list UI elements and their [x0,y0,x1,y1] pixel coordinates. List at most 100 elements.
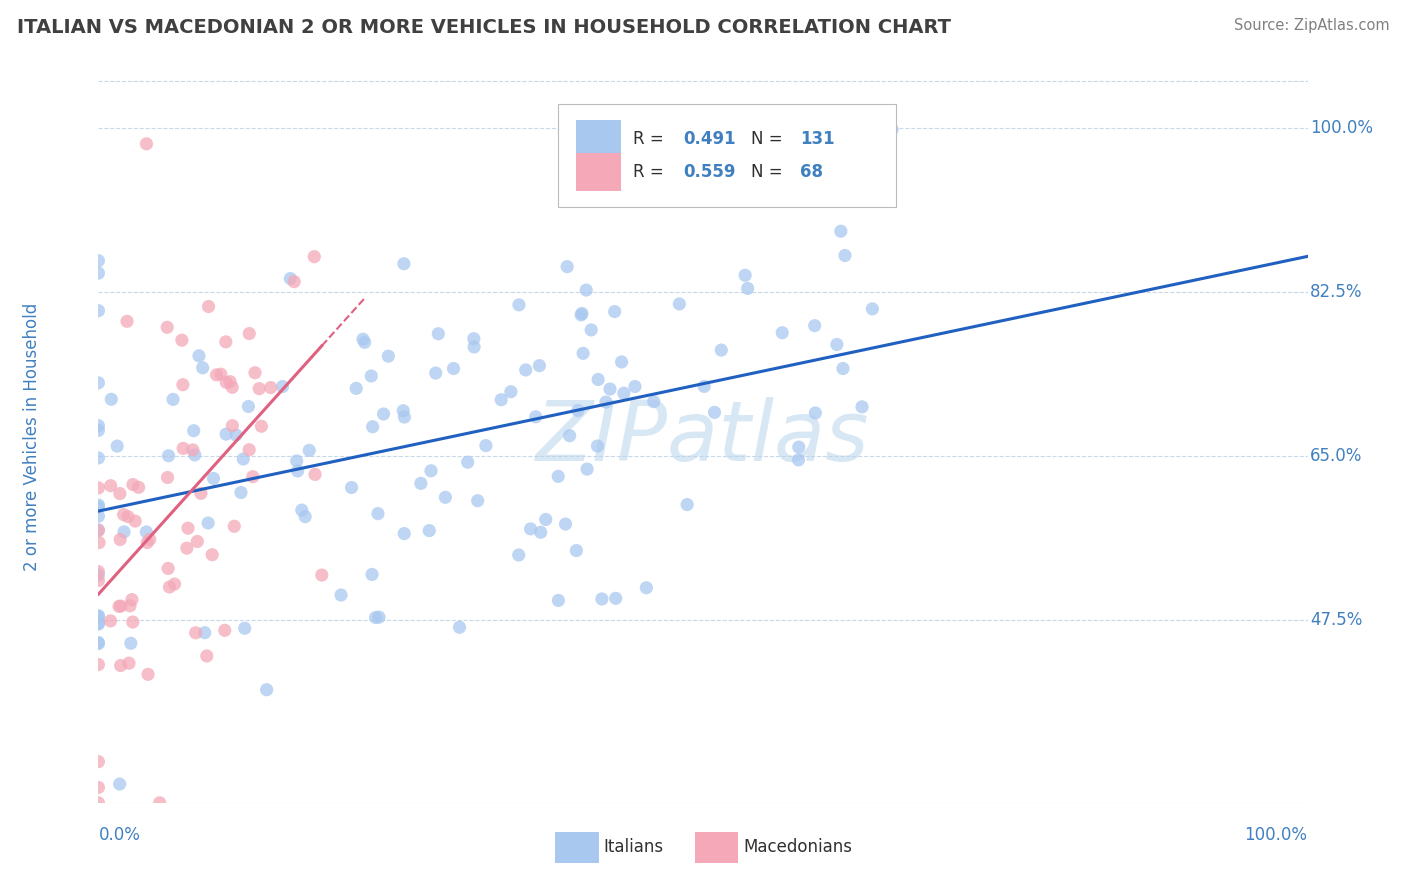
Point [136,667,159,681]
Point [547,469,569,483]
Point [567,403,589,417]
Point [87,450,110,465]
Point [242,469,264,483]
Point [128,480,150,494]
Point [367,507,389,521]
Point [156,320,179,334]
Text: 131: 131 [800,129,834,148]
Point [177,521,200,535]
Point [238,442,260,457]
Point [87,423,110,437]
Point [519,522,541,536]
Point [271,379,294,393]
Point [508,298,530,312]
Point [409,476,432,491]
Point [108,777,131,791]
Point [555,260,578,274]
Point [586,372,609,386]
FancyBboxPatch shape [558,104,897,207]
Text: Italians: Italians [603,838,664,856]
Point [110,658,132,673]
Point [112,524,135,539]
Text: 0.559: 0.559 [683,163,737,181]
Point [352,332,374,346]
Text: 0.491: 0.491 [683,129,737,148]
Point [139,533,162,547]
Point [195,648,218,663]
Point [703,405,725,419]
Point [668,297,690,311]
Point [377,349,399,363]
Point [87,637,110,651]
Text: R =: R = [633,163,669,181]
Point [737,281,759,295]
Point [825,337,848,351]
Point [87,657,110,672]
Point [803,318,825,333]
Point [610,355,633,369]
Point [108,533,131,547]
Point [860,301,883,316]
Point [172,377,194,392]
Point [340,481,363,495]
Point [425,366,447,380]
Point [643,394,665,409]
Point [294,509,316,524]
Point [427,326,450,341]
Point [787,453,810,467]
Point [571,306,593,320]
Point [463,332,485,346]
Point [361,419,384,434]
Point [87,565,110,579]
Point [110,599,132,613]
Point [100,392,122,407]
Point [569,308,592,322]
Text: N =: N = [751,163,789,181]
Point [605,591,627,606]
Point [224,519,246,533]
Point [250,419,273,434]
Point [87,755,110,769]
Text: R =: R = [633,129,669,148]
Point [364,610,387,624]
Point [122,477,145,491]
Point [499,384,522,399]
Point [149,796,172,810]
Text: 0.0%: 0.0% [98,826,141,844]
Text: Source: ZipAtlas.com: Source: ZipAtlas.com [1233,18,1389,33]
Point [515,363,537,377]
Point [87,608,110,623]
Point [87,418,110,433]
Point [787,440,810,454]
Point [100,478,122,492]
Point [524,409,547,424]
Point [434,490,457,504]
Point [135,524,157,539]
Point [87,617,110,632]
Point [183,424,205,438]
Point [209,368,232,382]
Point [136,535,159,549]
Point [108,486,131,500]
Point [197,300,219,314]
Point [361,567,384,582]
Point [579,323,602,337]
Point [162,392,184,407]
Text: 68: 68 [800,163,823,181]
Point [392,526,415,541]
Point [157,449,180,463]
Text: 2 or more Vehicles in Household: 2 or more Vehicles in Household [22,303,41,571]
Point [467,493,489,508]
Point [287,464,309,478]
Point [392,403,415,417]
Point [832,361,855,376]
Point [304,467,326,482]
Point [260,380,283,394]
Point [599,382,621,396]
Point [576,462,599,476]
Point [298,443,321,458]
Point [115,314,138,328]
Point [87,535,110,549]
Point [603,304,626,318]
Point [205,368,228,382]
